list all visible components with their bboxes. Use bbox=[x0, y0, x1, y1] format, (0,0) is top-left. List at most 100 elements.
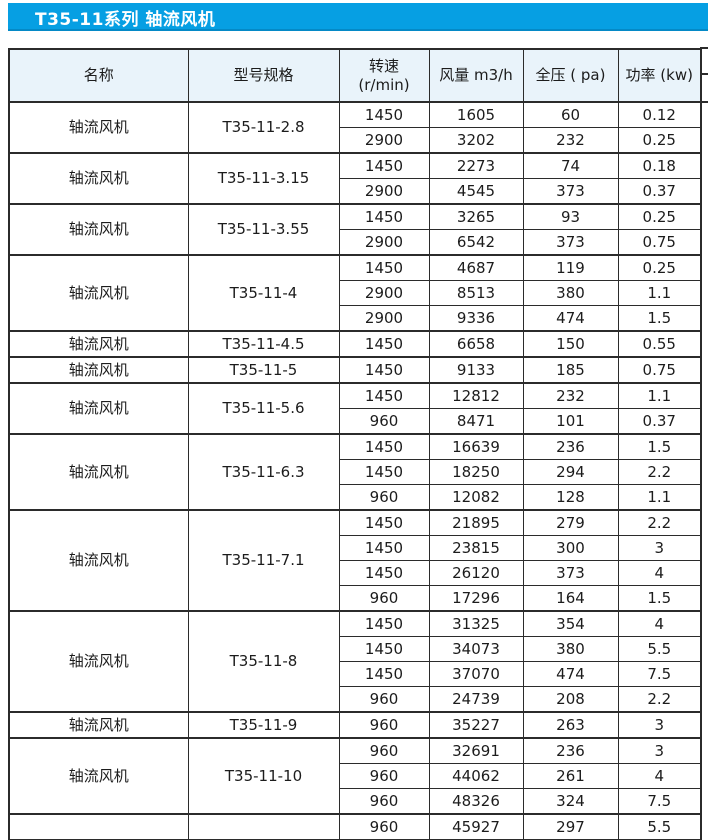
airflow-cell: 4545 bbox=[428, 178, 524, 205]
airflow-cell: 3265 bbox=[428, 203, 524, 230]
spec-row: 轴流风机 T35-11-5.6 1450 12812 232 1.1 bbox=[8, 382, 702, 435]
fan-model-cell: T35-11-6.3 bbox=[187, 433, 340, 511]
spec-row: 轴流风机 T35-11-8 1450 31325 354 4 bbox=[8, 610, 702, 713]
pressure-cell: 236 bbox=[522, 433, 619, 460]
speed-cell: 1450 bbox=[338, 560, 430, 586]
fan-name-cell: 轴流风机 bbox=[8, 509, 189, 612]
fan-model-cell: T35-11-4.5 bbox=[187, 330, 340, 358]
fan-model-cell: T35-11-3.55 bbox=[187, 203, 340, 256]
pressure-cell: 208 bbox=[522, 686, 619, 713]
fan-name-cell: 轴流风机 bbox=[8, 330, 189, 358]
airflow-cell: 8471 bbox=[428, 408, 524, 435]
pressure-cell: 294 bbox=[522, 459, 619, 485]
spec-table-container: 名称 型号规格 转速 (r/min) 风量 m3/h 全压 ( pa) 功率 (… bbox=[8, 48, 702, 840]
airflow-cell: 17296 bbox=[428, 585, 524, 612]
airflow-cell: 26120 bbox=[428, 560, 524, 586]
power-cell: 0.37 bbox=[617, 178, 702, 205]
power-cell: 3 bbox=[617, 711, 702, 739]
pressure-cell: 128 bbox=[522, 484, 619, 511]
power-cell: 1.1 bbox=[617, 484, 702, 511]
pressure-cell: 101 bbox=[522, 408, 619, 435]
power-cell: 0.55 bbox=[617, 330, 702, 358]
spec-row: 1450 18250 294 2.2 bbox=[9, 459, 702, 485]
airflow-cell: 6542 bbox=[428, 229, 524, 256]
speed-cell: 960 bbox=[338, 585, 430, 612]
speed-cell: 1450 bbox=[338, 101, 430, 128]
speed-cell: 1450 bbox=[338, 330, 430, 358]
fan-name-cell: 轴流风机 bbox=[8, 356, 189, 384]
column-header-airflow: 风量 m3/h bbox=[428, 48, 524, 103]
continuation-top-border bbox=[700, 47, 708, 49]
spec-row: 2900 9336 474 1.5 bbox=[9, 305, 702, 332]
fan-model-cell: T35-11-5 bbox=[187, 356, 340, 384]
spec-row: 轴流风机 T35-11-3.15 1450 2273 74 0.18 bbox=[8, 152, 702, 205]
pressure-cell: 373 bbox=[522, 229, 619, 256]
speed-cell: 960 bbox=[338, 813, 430, 840]
spec-row: 960 44062 261 4 bbox=[9, 763, 702, 789]
airflow-cell: 9336 bbox=[428, 305, 524, 332]
pressure-cell: 74 bbox=[522, 152, 619, 179]
speed-cell: 960 bbox=[338, 737, 430, 764]
power-cell: 1.1 bbox=[617, 280, 702, 306]
fan-name-cell bbox=[8, 813, 189, 840]
spec-row: 960 48326 324 7.5 bbox=[9, 788, 702, 815]
power-cell: 2.2 bbox=[617, 459, 702, 485]
power-cell: 4 bbox=[617, 560, 702, 586]
table-header-row: 名称 型号规格 转速 (r/min) 风量 m3/h 全压 ( pa) 功率 (… bbox=[8, 48, 702, 103]
pressure-cell: 119 bbox=[522, 254, 619, 281]
pressure-cell: 60 bbox=[522, 101, 619, 128]
speed-cell: 960 bbox=[338, 408, 430, 435]
speed-cell: 960 bbox=[338, 763, 430, 789]
spec-row: 960 45927 297 5.5 bbox=[8, 813, 702, 840]
spec-row: 轴流风机 T35-11-6.3 1450 16639 236 1.5 bbox=[8, 433, 702, 511]
speed-cell: 1450 bbox=[338, 610, 430, 637]
fan-model-cell bbox=[187, 813, 340, 840]
pressure-cell: 354 bbox=[522, 610, 619, 637]
power-cell: 1.5 bbox=[617, 305, 702, 332]
speed-cell: 1450 bbox=[338, 661, 430, 687]
fan-name-cell: 轴流风机 bbox=[8, 382, 189, 435]
fan-model-cell: T35-11-4 bbox=[187, 254, 340, 332]
power-cell: 3 bbox=[617, 737, 702, 764]
airflow-cell: 45927 bbox=[428, 813, 524, 840]
airflow-cell: 24739 bbox=[428, 686, 524, 713]
page-title: T35-11系列 轴流风机 bbox=[35, 9, 216, 30]
spec-row: 960 17296 164 1.5 bbox=[9, 585, 702, 612]
airflow-cell: 37070 bbox=[428, 661, 524, 687]
pressure-cell: 474 bbox=[522, 305, 619, 332]
power-cell: 0.75 bbox=[617, 229, 702, 256]
spec-row: 轴流风机 T35-11-4.5 1450 6658 150 0.55 bbox=[8, 330, 702, 358]
speed-cell: 960 bbox=[338, 711, 430, 739]
power-cell: 7.5 bbox=[617, 788, 702, 815]
fan-model-cell: T35-11-5.6 bbox=[187, 382, 340, 435]
airflow-cell: 2273 bbox=[428, 152, 524, 179]
airflow-cell: 18250 bbox=[428, 459, 524, 485]
power-cell: 0.12 bbox=[617, 101, 702, 128]
pressure-cell: 324 bbox=[522, 788, 619, 815]
power-cell: 0.18 bbox=[617, 152, 702, 179]
airflow-cell: 34073 bbox=[428, 636, 524, 662]
pressure-cell: 279 bbox=[522, 509, 619, 536]
power-cell: 4 bbox=[617, 610, 702, 637]
pressure-cell: 297 bbox=[522, 813, 619, 840]
speed-cell: 2900 bbox=[338, 280, 430, 306]
spec-row: 2900 8513 380 1.1 bbox=[9, 280, 702, 306]
spec-table-body: 轴流风机 T35-11-2.8 1450 1605 60 0.12 2900 3202 232 0… bbox=[8, 101, 702, 840]
speed-cell: 1450 bbox=[338, 509, 430, 536]
speed-cell: 2900 bbox=[338, 229, 430, 256]
spec-row: 轴流风机 T35-11-10 960 32691 236 3 bbox=[8, 737, 702, 815]
spec-row: 960 8471 101 0.37 bbox=[9, 408, 702, 435]
power-cell: 5.5 bbox=[617, 813, 702, 840]
speed-cell: 2900 bbox=[338, 305, 430, 332]
pressure-cell: 300 bbox=[522, 535, 619, 561]
power-cell: 7.5 bbox=[617, 661, 702, 687]
airflow-cell: 4687 bbox=[428, 254, 524, 281]
pressure-cell: 380 bbox=[522, 280, 619, 306]
fan-model-cell: T35-11-2.8 bbox=[187, 101, 340, 154]
spec-row: 轴流风机 T35-11-4 1450 4687 119 0.25 bbox=[8, 254, 702, 332]
continuation-mid-border bbox=[700, 73, 708, 75]
airflow-cell: 1605 bbox=[428, 101, 524, 128]
pressure-cell: 380 bbox=[522, 636, 619, 662]
fan-name-cell: 轴流风机 bbox=[8, 254, 189, 332]
power-cell: 1.1 bbox=[617, 382, 702, 409]
